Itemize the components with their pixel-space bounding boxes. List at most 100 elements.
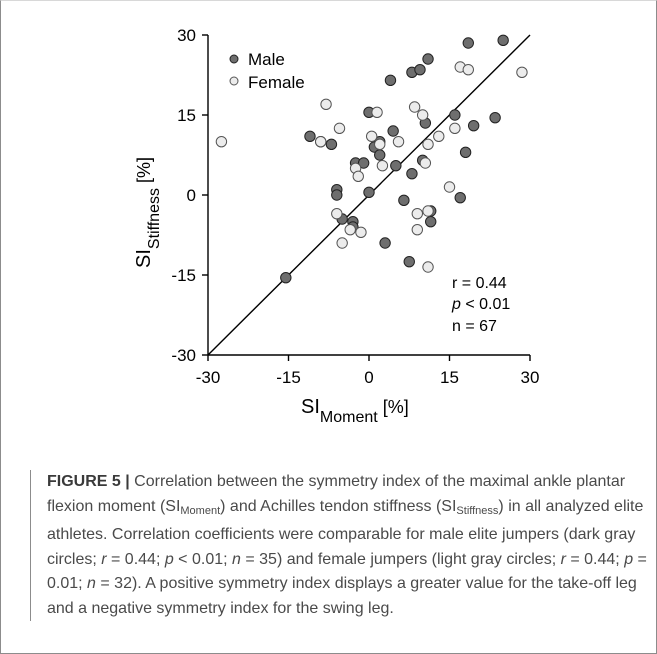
points-group: [215, 34, 528, 284]
female-data-point: [344, 223, 356, 236]
male-data-point: [489, 111, 501, 124]
male-data-point: [304, 130, 316, 143]
figure-caption: FIGURE 5 | Correlation between the symme…: [30, 470, 647, 621]
caption-text-9: = 32). A positive symmetry index display…: [47, 575, 637, 617]
annotation-n: n = 67: [452, 318, 497, 335]
male-data-point: [379, 237, 391, 249]
female-data-point: [331, 207, 343, 220]
caption-sub-stiffness: Stiffness: [456, 504, 499, 517]
stats-annotation: r = 0.44 p < 0.01 n = 67: [451, 275, 510, 335]
annotation-r: r = 0.44: [452, 275, 507, 292]
legend-female-marker: [229, 76, 239, 86]
x-axis-label-sub: Moment: [320, 409, 378, 426]
y-axis-label-sub: Stiffness: [146, 188, 163, 249]
scatter-chart: -30 -15 0 15 30 -30 -15 0 15 30 Male Female r = 0…: [133, 26, 539, 426]
caption-italic-r1: r: [101, 550, 107, 568]
x-axis-label-unit: [%]: [383, 397, 409, 417]
caption-italic-r2: r: [560, 550, 566, 568]
annotation-p-var: p: [451, 296, 461, 313]
female-data-point: [419, 157, 432, 169]
series-male: [280, 34, 509, 284]
caption-text-7: = 0.44;: [565, 550, 625, 568]
caption-italic-n2: n: [87, 575, 96, 592]
x-tick-label: 30: [521, 368, 540, 387]
y-axis-label-unit: [%]: [134, 157, 154, 183]
female-data-point: [352, 170, 364, 183]
caption-text-6: = 35) and female jumpers (light gray cir…: [240, 550, 561, 568]
caption-text-2: ) and Achilles tendon stiffness (SI: [220, 497, 457, 515]
y-tick-label: 0: [187, 186, 196, 205]
female-data-point: [371, 106, 383, 119]
caption-italic-n1: n: [232, 550, 241, 568]
caption-sub-moment: Moment: [180, 504, 221, 517]
x-tick-label: 0: [364, 368, 373, 387]
legend: Male Female: [229, 50, 305, 92]
x-axis-label: SIMoment [%]: [301, 396, 409, 426]
caption-text-4: = 0.44;: [106, 550, 165, 568]
female-data-point: [355, 226, 367, 239]
female-data-point: [320, 98, 332, 111]
y-axis-label-main: SI: [133, 249, 155, 268]
caption-text-1: Correlation between the symmetry index o…: [47, 473, 626, 515]
female-data-point: [411, 207, 423, 220]
female-data-point: [333, 122, 346, 135]
female-data-point: [443, 181, 456, 193]
y-tick-label: -30: [171, 346, 196, 365]
caption-text-5: < 0.01;: [173, 550, 232, 568]
male-data-point: [280, 271, 292, 284]
legend-male-marker: [229, 54, 239, 64]
tick-group: -30 -15 0 15 30 -30 -15 0 15 30: [171, 26, 539, 387]
y-tick-label: -15: [171, 266, 196, 285]
y-axis-label: SIStiffness [%]: [133, 157, 163, 268]
male-data-point: [462, 37, 474, 49]
female-data-point: [422, 261, 434, 273]
female-data-point: [376, 159, 389, 172]
annotation-p-rest: < 0.01: [461, 296, 510, 313]
male-data-point: [454, 191, 466, 204]
female-data-point: [411, 223, 423, 236]
y-tick-label: 30: [177, 26, 196, 45]
female-data-point: [336, 237, 348, 249]
female-data-point: [422, 205, 434, 217]
male-data-point: [363, 186, 375, 199]
female-data-point: [392, 135, 405, 148]
legend-female-label: Female: [248, 73, 305, 92]
male-data-point: [414, 63, 426, 76]
male-data-point: [387, 125, 399, 137]
female-data-point: [374, 138, 386, 151]
x-tick-label: -30: [196, 368, 221, 387]
annotation-p: p < 0.01: [451, 296, 510, 313]
female-data-point: [215, 135, 228, 148]
caption-italic-p1: p: [164, 550, 174, 568]
caption-text-8: = 0.01;: [47, 550, 647, 593]
y-tick-label: 15: [177, 106, 196, 125]
x-axis-label-main: SI: [301, 396, 320, 418]
male-data-point: [357, 157, 370, 169]
male-data-point: [403, 255, 415, 268]
male-data-point: [325, 138, 338, 151]
female-data-point: [516, 66, 528, 79]
female-data-point: [416, 109, 429, 121]
male-data-point: [459, 146, 472, 159]
male-data-point: [390, 159, 402, 172]
female-data-point: [365, 130, 378, 143]
male-data-point: [384, 74, 397, 87]
male-data-point: [449, 109, 461, 121]
male-data-point: [331, 189, 343, 201]
x-tick-label: 15: [440, 368, 459, 387]
caption-text-3: ) in all analyzed elite athletes. Correl…: [47, 497, 644, 568]
female-data-point: [449, 122, 461, 135]
male-data-point: [422, 53, 434, 65]
x-tick-label: -15: [276, 368, 301, 387]
female-data-point: [422, 138, 434, 151]
series-female: [215, 61, 528, 273]
caption-italic-p2: p: [624, 550, 634, 568]
male-data-point: [497, 34, 509, 47]
male-data-point: [398, 194, 410, 207]
male-data-point: [425, 215, 437, 228]
male-data-point: [374, 149, 386, 161]
female-data-point: [433, 130, 445, 143]
figure-label: FIGURE 5 |: [47, 473, 130, 490]
male-data-point: [467, 119, 480, 132]
legend-male-label: Male: [248, 50, 285, 69]
